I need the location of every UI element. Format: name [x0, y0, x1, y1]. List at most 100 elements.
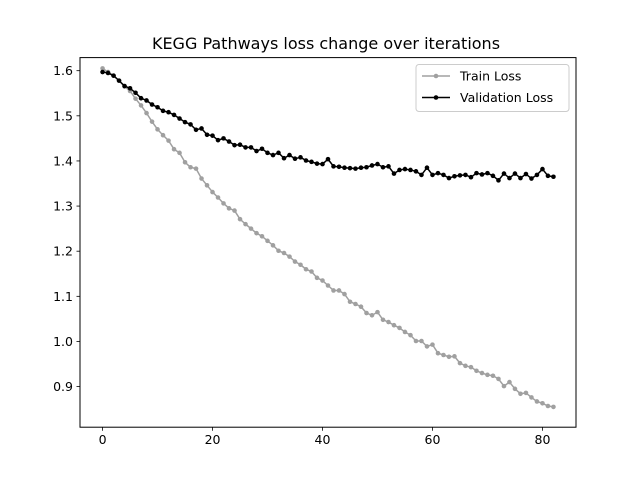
validation-loss-point	[204, 132, 210, 138]
validation-loss-point	[529, 176, 534, 181]
train-loss-point	[501, 383, 507, 389]
train-loss-point	[523, 390, 529, 396]
validation-loss-point	[430, 172, 435, 178]
validation-loss-point	[210, 133, 215, 138]
validation-loss-point	[182, 119, 188, 125]
train-loss-point	[490, 373, 496, 379]
validation-loss-point	[122, 83, 127, 89]
validation-loss-point	[232, 142, 237, 148]
train-loss-point	[347, 299, 353, 305]
train-loss-point	[287, 254, 292, 259]
validation-loss-point	[523, 171, 529, 177]
train-loss-line	[102, 67, 554, 408]
validation-loss-point	[501, 171, 507, 176]
validation-loss-legend-label: Validation Loss	[460, 90, 553, 105]
train-loss-point	[397, 325, 402, 331]
series-layer	[100, 66, 556, 410]
validation-loss-point	[309, 159, 314, 165]
train-loss-point	[160, 132, 166, 138]
validation-loss-point	[237, 142, 243, 147]
validation-loss-point	[496, 178, 501, 183]
train-loss-point	[199, 176, 204, 181]
validation-loss-point	[545, 173, 551, 179]
validation-loss-point	[226, 139, 232, 144]
y-tick-label: 1.4	[53, 153, 73, 168]
validation-loss-point	[276, 150, 281, 156]
validation-loss-point	[424, 165, 430, 171]
validation-loss-point	[336, 164, 342, 170]
validation-loss-point	[287, 152, 292, 158]
train-loss-point	[545, 403, 551, 409]
validation-loss-point	[199, 126, 204, 131]
validation-loss-point	[243, 145, 248, 150]
train-loss-point	[353, 301, 358, 307]
validation-loss-point	[386, 164, 391, 169]
train-loss-point	[507, 379, 512, 385]
validation-loss-point	[270, 152, 276, 158]
validation-loss-point	[303, 158, 309, 163]
train-loss-point	[435, 350, 441, 356]
train-loss-point	[320, 278, 325, 283]
train-loss-point	[182, 159, 188, 165]
train-loss-point	[540, 400, 545, 406]
train-loss-point	[303, 266, 309, 272]
train-loss-point	[529, 395, 534, 400]
x-tick-label: 80	[535, 432, 551, 447]
validation-loss-point	[485, 170, 490, 176]
validation-loss-point	[402, 166, 408, 172]
validation-loss-point	[474, 170, 479, 176]
train-loss-point	[452, 354, 457, 359]
validation-loss-point	[364, 164, 369, 170]
train-loss-point	[424, 344, 430, 349]
train-loss-point	[342, 291, 347, 297]
validation-loss-point	[314, 161, 320, 166]
validation-loss-point	[193, 127, 199, 133]
validation-loss-point	[221, 136, 226, 141]
validation-loss-point	[479, 172, 485, 177]
train-loss-point	[281, 250, 287, 256]
train-loss-point	[188, 164, 193, 170]
x-axis-ticks: 0 20 40 60 80	[99, 427, 551, 447]
train-loss-point	[441, 352, 446, 358]
train-loss-point	[171, 146, 177, 152]
validation-loss-point	[155, 104, 160, 110]
validation-loss-point	[408, 167, 413, 173]
plot-frame	[79, 57, 577, 428]
validation-loss-point	[298, 155, 303, 160]
validation-loss-point	[435, 170, 441, 176]
validation-loss-point	[441, 172, 446, 178]
y-tick-label: 1.1	[53, 289, 73, 304]
train-loss-point	[232, 208, 237, 213]
train-loss-point	[226, 206, 232, 211]
validation-loss-point	[127, 85, 133, 91]
y-axis-ticks: 0.9 1.0 1.1 1.2 1.3 1.4 1.5 1.6	[53, 63, 80, 394]
validation-loss-point	[281, 155, 287, 161]
validation-loss-point	[160, 108, 166, 114]
train-loss-point	[512, 386, 518, 392]
train-loss-point	[358, 304, 364, 310]
validation-loss-point	[551, 174, 556, 180]
train-loss-point	[391, 322, 397, 328]
train-loss-point	[155, 127, 160, 132]
validation-loss-point	[144, 98, 149, 103]
x-tick-label: 40	[315, 432, 331, 447]
train-loss-point	[446, 354, 452, 360]
train-loss-point	[518, 391, 523, 397]
train-loss-point	[210, 189, 215, 195]
train-loss-point	[325, 283, 331, 288]
validation-loss-point	[215, 137, 221, 143]
validation-loss-point	[380, 164, 386, 170]
validation-loss-point	[397, 167, 402, 173]
train-loss-point	[551, 404, 556, 410]
validation-loss-point	[105, 70, 111, 76]
train-loss-point	[369, 312, 375, 318]
validation-loss-point	[358, 165, 364, 171]
train-loss-legend-label: Train Loss	[459, 69, 521, 84]
x-tick-label: 60	[425, 432, 441, 447]
train-loss-point	[100, 66, 105, 71]
train-loss-point	[193, 166, 199, 171]
validation-loss-point	[138, 95, 144, 101]
train-loss-point	[309, 269, 314, 274]
validation-loss-point	[177, 116, 182, 121]
train-loss-point	[138, 103, 144, 108]
